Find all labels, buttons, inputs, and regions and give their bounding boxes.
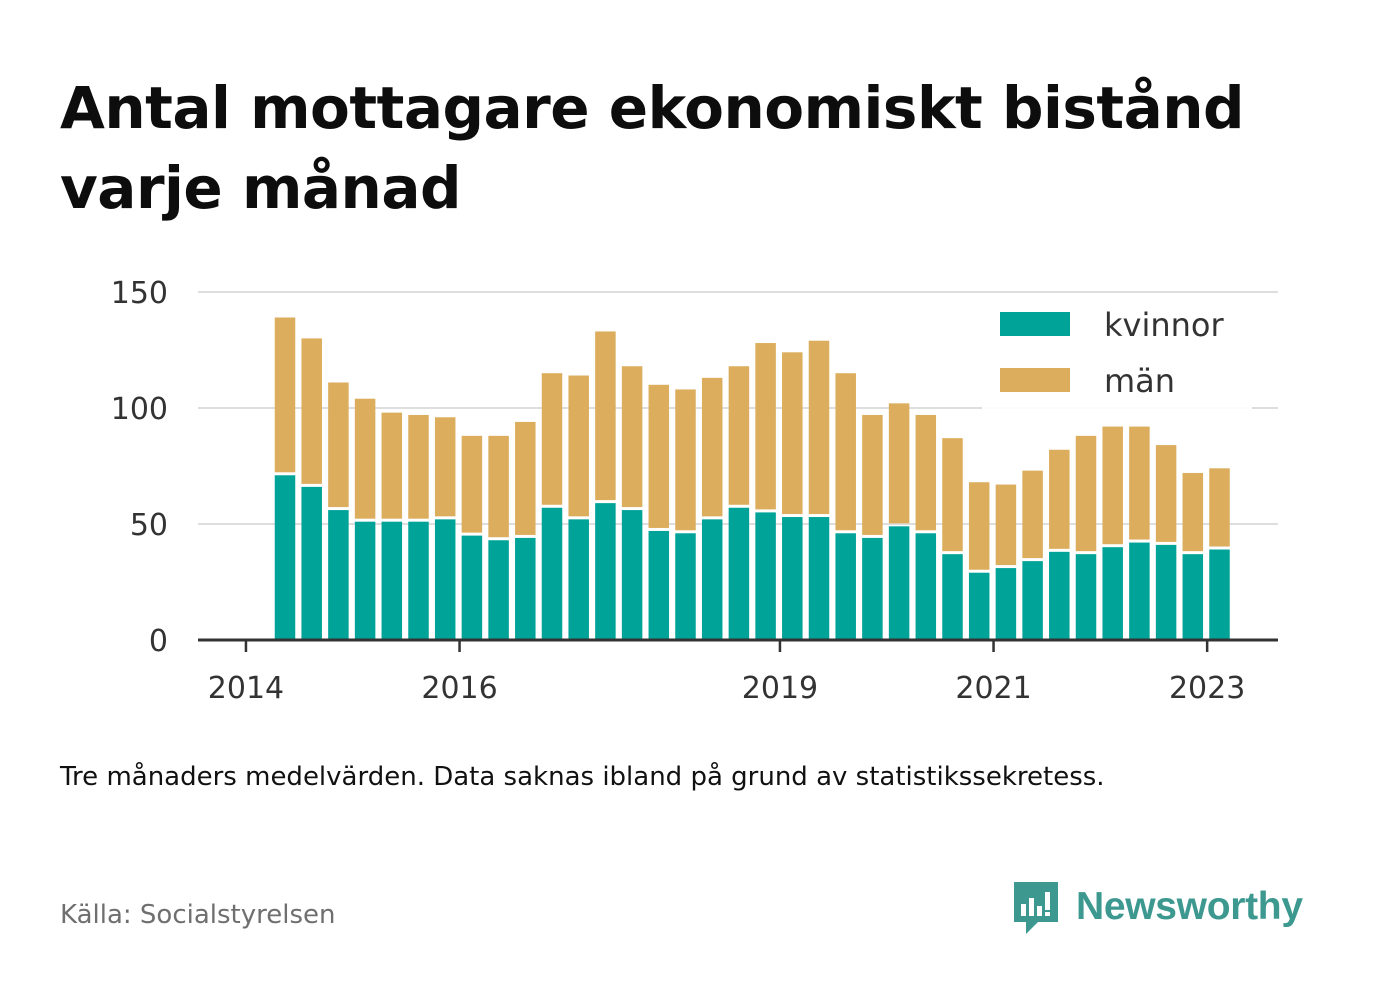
bar-man bbox=[942, 438, 963, 552]
bar-man bbox=[488, 435, 509, 538]
bar-man bbox=[782, 352, 803, 515]
bar-kvinnor bbox=[595, 503, 616, 640]
bar-kvinnor bbox=[835, 533, 856, 640]
bar-man bbox=[461, 435, 483, 533]
bar-kvinnor bbox=[968, 572, 990, 640]
y-tick-label: 50 bbox=[130, 508, 168, 543]
bar-kvinnor bbox=[408, 521, 429, 640]
bar-kvinnor bbox=[434, 519, 456, 640]
bar-kvinnor bbox=[301, 486, 322, 640]
bar-man bbox=[408, 414, 429, 519]
bar-kvinnor bbox=[461, 535, 483, 640]
legend-swatch bbox=[1000, 312, 1070, 336]
bar-kvinnor bbox=[621, 510, 643, 640]
bar-man bbox=[1049, 449, 1070, 549]
x-tick-label: 2021 bbox=[955, 671, 1031, 706]
bar-man bbox=[968, 482, 990, 570]
bar-kvinnor bbox=[1022, 561, 1043, 640]
bar-kvinnor bbox=[728, 507, 750, 640]
bar-kvinnor bbox=[1182, 554, 1204, 640]
x-tick-label: 2019 bbox=[742, 671, 818, 706]
bar-kvinnor bbox=[541, 507, 563, 640]
legend-swatch bbox=[1000, 368, 1070, 392]
bar-kvinnor bbox=[515, 537, 536, 640]
bar-man bbox=[995, 484, 1017, 566]
bar-kvinnor bbox=[488, 540, 509, 640]
chart-note: Tre månaders medelvärden. Data saknas ib… bbox=[60, 762, 1105, 792]
bar-man bbox=[274, 317, 296, 473]
bar-kvinnor bbox=[1102, 547, 1123, 640]
bar-kvinnor bbox=[862, 537, 883, 640]
bar-kvinnor bbox=[274, 475, 296, 640]
bar-man bbox=[1155, 445, 1177, 542]
bar-kvinnor bbox=[648, 530, 670, 640]
brand-name: Newsworthy bbox=[1076, 885, 1303, 928]
bar-man bbox=[648, 384, 670, 528]
bar-kvinnor bbox=[675, 533, 696, 640]
bar-kvinnor bbox=[354, 521, 376, 640]
bar-kvinnor bbox=[1075, 554, 1097, 640]
bar-man bbox=[541, 373, 563, 505]
bar-kvinnor bbox=[381, 521, 403, 640]
bar-man bbox=[354, 398, 376, 519]
legend-label: män bbox=[1104, 362, 1175, 400]
bar-man bbox=[728, 366, 750, 505]
bar-kvinnor bbox=[1129, 542, 1150, 640]
x-tick-label: 2023 bbox=[1169, 671, 1245, 706]
y-tick-label: 100 bbox=[111, 392, 168, 427]
bar-man bbox=[1075, 435, 1097, 552]
y-tick-label: 150 bbox=[111, 276, 168, 311]
bar-man bbox=[1022, 470, 1043, 559]
bar-kvinnor bbox=[995, 568, 1017, 640]
bar-kvinnor bbox=[808, 517, 830, 640]
bar-man bbox=[515, 421, 536, 535]
bar-kvinnor bbox=[782, 517, 803, 640]
y-tick-label: 0 bbox=[149, 624, 168, 659]
bar-man bbox=[328, 382, 349, 508]
bar-man bbox=[1129, 426, 1150, 540]
bar-man bbox=[381, 412, 403, 519]
newsworthy-logo-icon bbox=[1014, 882, 1058, 934]
bar-man bbox=[621, 366, 643, 508]
bar-man bbox=[434, 417, 456, 517]
bar-man bbox=[1182, 472, 1204, 552]
bar-kvinnor bbox=[701, 519, 723, 640]
bar-man bbox=[301, 338, 322, 484]
legend-label: kvinnor bbox=[1104, 306, 1225, 344]
bar-man bbox=[568, 375, 589, 517]
bar-man bbox=[835, 373, 856, 531]
chart-title: Antal mottagare ekonomiskt bistånd varje… bbox=[60, 74, 1245, 222]
bar-kvinnor bbox=[1049, 551, 1070, 640]
newsworthy-brand[interactable]: Newsworthy bbox=[1010, 878, 1303, 936]
source-text: Källa: Socialstyrelsen bbox=[60, 900, 336, 930]
bar-kvinnor bbox=[888, 526, 910, 640]
bar-kvinnor bbox=[568, 519, 589, 640]
bar-kvinnor bbox=[1209, 549, 1230, 640]
bar-kvinnor bbox=[942, 554, 963, 640]
bar-man bbox=[755, 343, 776, 510]
bar-man bbox=[808, 340, 830, 515]
bar-man bbox=[675, 389, 696, 531]
bar-man bbox=[1209, 468, 1230, 547]
bar-kvinnor bbox=[915, 533, 937, 640]
bar-man bbox=[595, 331, 616, 501]
stacked-bar-chart: 0 50 100 150 2014 2016 2019 2021 2023 kvinnor män bbox=[111, 276, 1278, 706]
bar-kvinnor bbox=[1155, 544, 1177, 640]
bar-man bbox=[915, 414, 937, 531]
bar-kvinnor bbox=[755, 512, 776, 640]
x-tick-label: 2016 bbox=[421, 671, 497, 706]
bar-man bbox=[701, 377, 723, 517]
bar-man bbox=[1102, 426, 1123, 545]
bar-man bbox=[862, 414, 883, 535]
bar-kvinnor bbox=[328, 510, 349, 640]
bar-man bbox=[888, 403, 910, 524]
x-tick-label: 2014 bbox=[208, 671, 284, 706]
